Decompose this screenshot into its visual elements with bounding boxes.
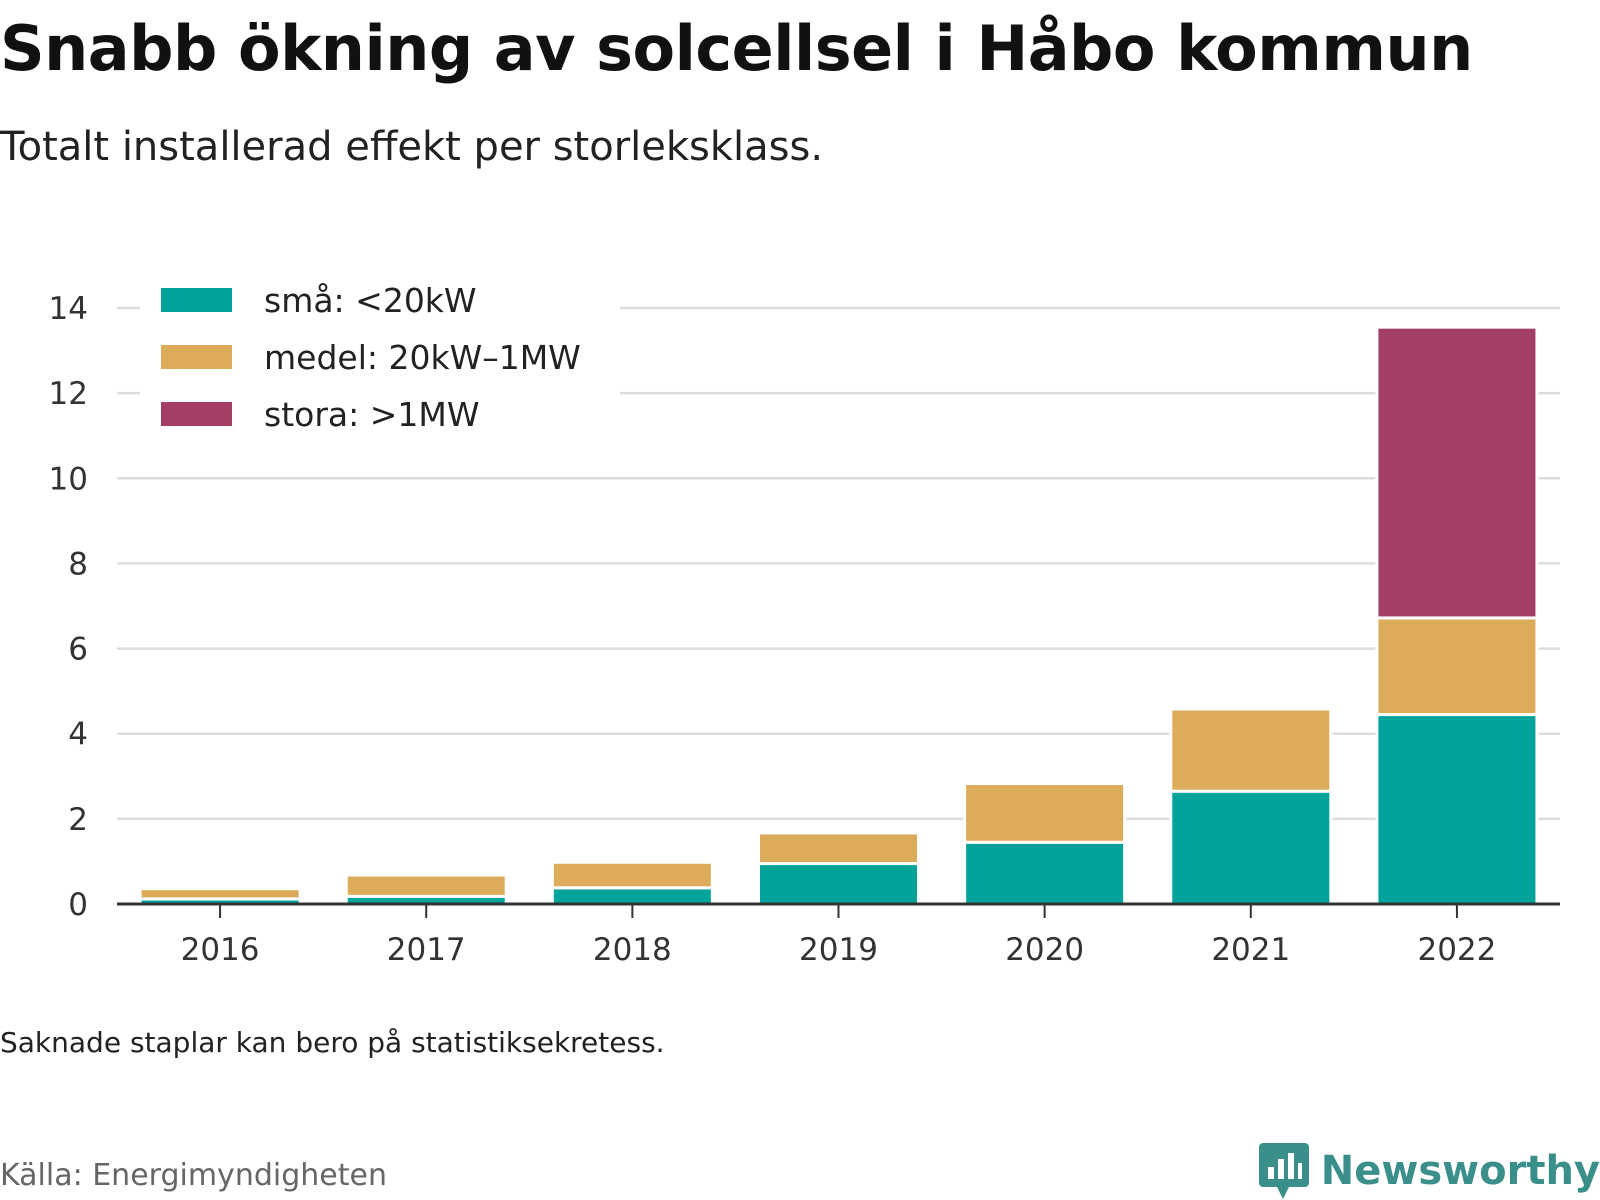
- legend-label: medel: 20kW–1MW: [264, 338, 581, 377]
- source-label: Källa: Energimyndigheten: [0, 1158, 387, 1193]
- bar-segment: [344, 873, 508, 898]
- chart-subtitle: Totalt installerad effekt per storlekskl…: [0, 124, 824, 170]
- x-tick-label: 2021: [1211, 932, 1290, 968]
- legend-label: stora: >1MW: [264, 395, 479, 434]
- y-tick-label: 6: [68, 632, 88, 668]
- y-tick-label: 12: [49, 376, 88, 412]
- newsworthy-logo-icon: [1258, 1143, 1309, 1199]
- x-tick-label: 2019: [799, 932, 878, 968]
- x-tick-label: 2018: [593, 932, 672, 968]
- x-tick-label: 2017: [387, 932, 466, 968]
- brand-name: Newsworthy: [1320, 1148, 1600, 1194]
- bar-segment: [963, 840, 1127, 906]
- x-tick-label: 2022: [1417, 932, 1496, 968]
- legend-label: små: <20kW: [264, 281, 477, 320]
- y-tick-label: 4: [68, 717, 88, 753]
- bar-segment: [963, 782, 1127, 844]
- bar-segment: [1375, 325, 1539, 620]
- bar-segment: [1375, 616, 1539, 717]
- legend-swatch: [161, 402, 232, 426]
- legend-swatch: [161, 288, 232, 312]
- y-tick-label: 14: [49, 291, 88, 327]
- y-tick-label: 10: [49, 461, 88, 497]
- bar-segment: [1375, 713, 1539, 906]
- chart-title: Snabb ökning av solcellsel i Håbo kommun: [0, 12, 1473, 85]
- y-tick-label: 0: [68, 887, 88, 923]
- bar-segment: [550, 886, 714, 906]
- brand-logo: Newsworthy: [1258, 1143, 1600, 1199]
- legend-swatch: [161, 345, 232, 369]
- y-tick-label: 8: [68, 546, 88, 582]
- bar-chart: 0 2 4 6 8 10 12 14 2016 2017 2018 2019 2020 2021 2022 s…: [48, 281, 1560, 968]
- footnote: Saknade staplar kan bero på statistiksek…: [0, 1026, 665, 1059]
- x-tick-label: 2020: [1005, 932, 1084, 968]
- bar-segment: [138, 887, 302, 901]
- bar-segment: [550, 860, 714, 890]
- bar-segment: [757, 862, 920, 906]
- bar-segment: [757, 831, 920, 866]
- y-tick-label: 2: [68, 802, 88, 838]
- bar-segment: [1169, 789, 1333, 906]
- x-tick-label: 2016: [181, 932, 260, 968]
- bar-segment: [1169, 707, 1333, 793]
